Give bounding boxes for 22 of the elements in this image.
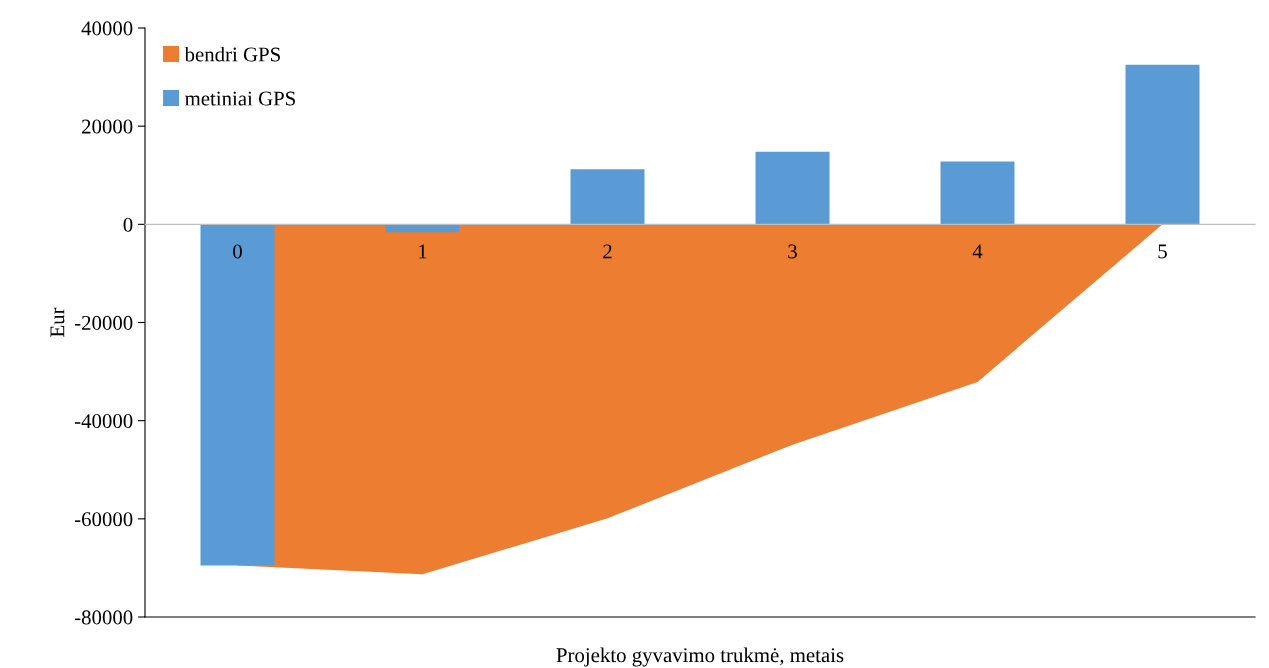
y-tick-label: -80000: [74, 610, 133, 625]
y-tick-label: 40000: [81, 21, 133, 36]
y-tick-label: 0: [123, 217, 133, 232]
legend-label: bendri GPS: [184, 46, 280, 62]
bar: [940, 161, 1015, 225]
bar: [200, 224, 275, 566]
bar: [1125, 64, 1200, 225]
x-axis-title: Projekto gyvavimo trukmė, metais: [556, 647, 844, 667]
y-tick-label: -40000: [74, 414, 133, 429]
bar: [570, 169, 645, 225]
x-tick-label: 1: [419, 244, 427, 259]
y-tick-label: -20000: [74, 315, 133, 330]
x-tick-label: 3: [788, 244, 797, 259]
y-tick-label: -60000: [74, 512, 133, 527]
legend-label: metiniai GPS: [185, 91, 295, 106]
bar: [755, 151, 830, 225]
x-tick-label: 4: [972, 244, 983, 259]
y-tick-label: 20000: [82, 119, 133, 134]
x-tick-label: 0: [233, 244, 242, 259]
x-tick-label: 5: [1158, 244, 1167, 259]
y-axis-title: Eur: [50, 307, 65, 337]
x-tick-label: 2: [603, 244, 612, 259]
